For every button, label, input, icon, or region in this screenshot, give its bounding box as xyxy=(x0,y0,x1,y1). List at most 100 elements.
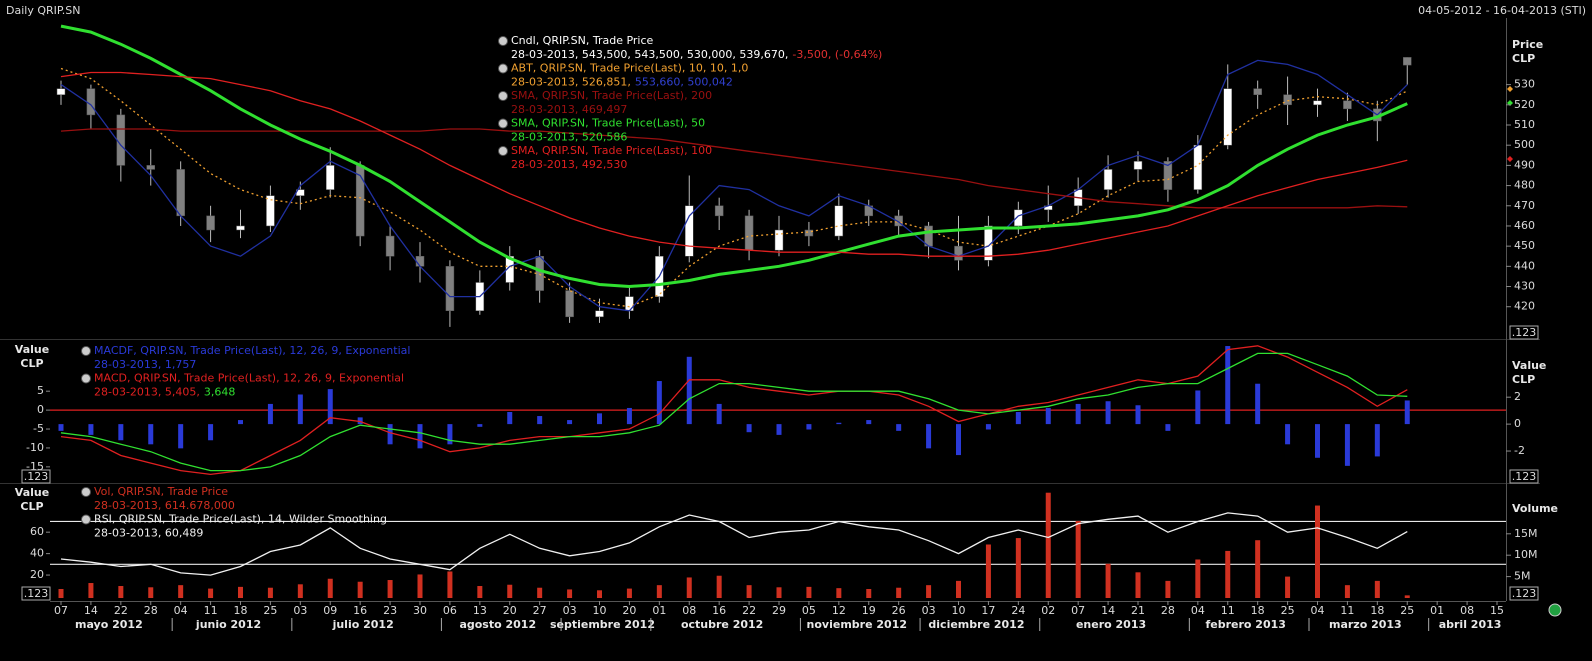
value-button-label[interactable]: .123 xyxy=(24,470,49,483)
x-tick-label: 21 xyxy=(1131,604,1145,617)
status-indicator[interactable] xyxy=(1548,603,1562,617)
legend-icon[interactable] xyxy=(498,36,508,46)
x-tick-label: 06 xyxy=(443,604,457,617)
candle-body xyxy=(116,114,126,166)
chart-title: Daily QRIP.SN xyxy=(6,4,81,17)
bar xyxy=(118,586,124,598)
value-button-label[interactable]: .123 xyxy=(24,587,49,600)
bar xyxy=(836,422,842,425)
bar xyxy=(1404,595,1410,598)
bar xyxy=(238,586,243,598)
bar xyxy=(1135,405,1141,425)
bar xyxy=(1135,572,1141,598)
legend-icon[interactable] xyxy=(498,118,508,129)
bar xyxy=(88,583,94,598)
bar xyxy=(357,581,363,598)
legend-icon[interactable] xyxy=(498,146,508,156)
value-button-label[interactable]: .123 xyxy=(1512,587,1537,600)
y-tick-label: -5 xyxy=(33,422,44,435)
legend-label: SMA, QRIP.SN, Trade Price(Last), 100 xyxy=(511,144,712,157)
candle-body xyxy=(744,215,754,251)
value-button-label[interactable]: .123 xyxy=(1512,470,1537,483)
bar xyxy=(656,585,662,598)
month-label: septiembre 2012 xyxy=(550,618,655,631)
legend-value: 28-03-2013, 520,586 xyxy=(511,131,627,144)
bar xyxy=(447,424,453,445)
bar xyxy=(267,587,273,598)
y-tick-label: 2 xyxy=(1514,390,1521,403)
series-line xyxy=(60,71,1408,257)
candle-body xyxy=(266,195,275,227)
axis-label: Value xyxy=(1512,359,1546,372)
candle-body xyxy=(774,229,784,251)
legend-value: 28-03-2013, 469,497 xyxy=(511,103,627,116)
candle-body xyxy=(1103,169,1113,190)
value-button[interactable] xyxy=(1509,325,1539,340)
y-tick-label: 470 xyxy=(1514,199,1535,212)
y-tick-label: 440 xyxy=(1514,259,1535,272)
value-button-label[interactable]: .123 xyxy=(1512,326,1537,339)
bar xyxy=(477,424,483,427)
x-tick-label: 22 xyxy=(114,604,128,617)
legend-label: ABT, QRIP.SN, Trade Price(Last), 10, 10,… xyxy=(511,62,748,75)
x-tick-label: 18 xyxy=(1251,604,1265,617)
x-tick-label: 16 xyxy=(353,604,367,617)
x-tick-label: 04 xyxy=(1191,604,1205,617)
x-tick-label: 28 xyxy=(144,604,158,617)
bar xyxy=(417,574,423,598)
legend-icon[interactable] xyxy=(498,63,508,74)
legend-icon[interactable] xyxy=(498,91,508,101)
candle-body xyxy=(1133,161,1143,170)
series-line xyxy=(60,59,1408,312)
candle-body xyxy=(1014,209,1023,227)
legend-label: MACDF, QRIP.SN, Trade Price(Last), 12, 2… xyxy=(94,344,410,357)
x-tick-label: 04 xyxy=(1311,604,1325,617)
bar xyxy=(297,584,303,598)
legend-icon[interactable] xyxy=(81,487,91,497)
y-tick-label: 5M xyxy=(1514,570,1531,583)
bar xyxy=(896,587,902,598)
y-tick-label: 490 xyxy=(1514,158,1535,171)
bar xyxy=(716,403,722,425)
legend-value: 3,648 xyxy=(204,386,236,399)
bar xyxy=(1015,412,1021,425)
x-tick-label: 19 xyxy=(862,604,876,617)
value-button[interactable] xyxy=(21,586,51,601)
axis-label: Volume xyxy=(1512,502,1558,515)
bar xyxy=(926,585,932,598)
legend-icon[interactable] xyxy=(81,514,91,525)
candle-body xyxy=(804,229,814,237)
series-line xyxy=(60,24,1408,289)
axis-label: CLP xyxy=(20,500,43,513)
series-line xyxy=(60,67,1408,308)
legend-icon[interactable] xyxy=(81,346,91,356)
x-tick-label: 25 xyxy=(1400,604,1414,617)
value-button[interactable] xyxy=(21,469,51,484)
bar xyxy=(626,407,632,425)
bar xyxy=(58,589,64,598)
legend-label: RSI, QRIP.SN, Trade Price(Last), 14, Wil… xyxy=(94,513,387,526)
axis-label: Value xyxy=(15,486,49,499)
candle-body xyxy=(146,165,155,170)
bar xyxy=(1075,520,1081,598)
bar xyxy=(178,585,184,598)
candle-body xyxy=(894,215,903,227)
bar xyxy=(327,389,333,425)
bar xyxy=(537,587,543,598)
bar xyxy=(1105,401,1111,425)
month-label: diciembre 2012 xyxy=(928,618,1024,631)
value-button[interactable] xyxy=(1509,586,1539,601)
x-tick-label: 30 xyxy=(413,604,427,617)
month-label: marzo 2013 xyxy=(1329,618,1402,631)
x-tick-label: 03 xyxy=(922,604,936,617)
candle-body xyxy=(56,88,66,95)
x-tick-label: 20 xyxy=(622,604,636,617)
x-tick-label: 07 xyxy=(1071,604,1085,617)
y-tick-label: 0 xyxy=(37,403,44,416)
value-button[interactable] xyxy=(1509,469,1539,484)
candle-body xyxy=(385,235,395,257)
bar xyxy=(1285,576,1291,598)
legend-icon[interactable] xyxy=(81,373,91,384)
candle-body xyxy=(1283,94,1292,106)
x-tick-label: 18 xyxy=(234,604,248,617)
